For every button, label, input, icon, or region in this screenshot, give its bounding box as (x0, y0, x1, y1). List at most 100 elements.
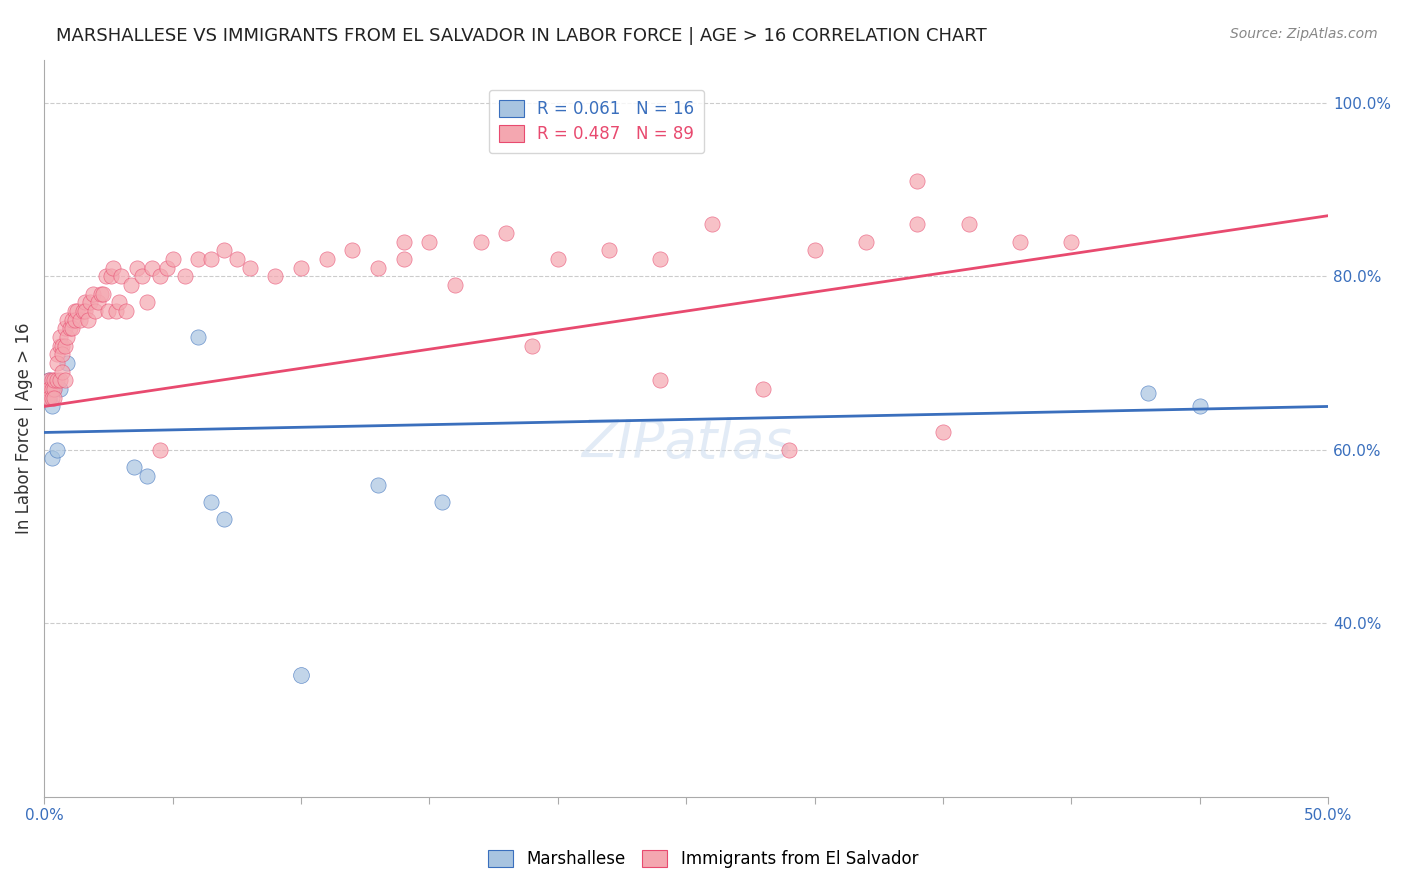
Point (94, 269, 117, 284)
Text: Source: ZipAtlas.com: Source: ZipAtlas.com (1230, 27, 1378, 41)
Point (187, 252, 209, 266)
Point (44, 382, 66, 396)
Point (66, 304, 89, 318)
Point (69, 312, 91, 326)
Point (778, 442, 800, 457)
Point (131, 269, 153, 284)
Point (650, 374, 672, 388)
Text: ZIPatlas: ZIPatlas (581, 417, 792, 469)
Point (905, 218, 928, 232)
Point (90, 286, 112, 301)
Y-axis label: In Labor Force | Age > 16: In Labor Force | Age > 16 (15, 322, 32, 534)
Point (187, 330, 209, 344)
Point (141, 260, 163, 275)
Point (200, 252, 222, 266)
Point (38, 391, 60, 405)
Point (120, 278, 142, 293)
Point (1008, 235, 1031, 249)
Point (115, 304, 138, 318)
Point (79, 295, 101, 310)
Legend: Marshallese, Immigrants from El Salvador: Marshallese, Immigrants from El Salvador (481, 843, 925, 875)
Point (91, 286, 114, 301)
Point (41, 451, 63, 466)
Point (41, 374, 63, 388)
Point (905, 174, 928, 188)
Point (103, 260, 125, 275)
Point (367, 260, 389, 275)
Point (392, 235, 415, 249)
Point (444, 278, 467, 293)
Point (225, 252, 247, 266)
Point (932, 425, 955, 440)
Point (63, 304, 86, 318)
Point (53, 339, 76, 353)
Point (48, 374, 70, 388)
Point (803, 244, 825, 258)
Point (97, 304, 120, 318)
Point (855, 235, 877, 249)
Point (41, 391, 63, 405)
Legend: R = 0.061   N = 16, R = 0.487   N = 89: R = 0.061 N = 16, R = 0.487 N = 89 (488, 90, 704, 153)
Point (392, 252, 415, 266)
Point (752, 382, 775, 396)
Point (149, 442, 172, 457)
Point (38, 374, 60, 388)
Point (82, 286, 104, 301)
Point (212, 244, 235, 258)
Point (41, 382, 63, 396)
Point (48, 339, 70, 353)
Point (430, 495, 453, 509)
Point (38, 391, 60, 405)
Point (75, 304, 97, 318)
Point (125, 260, 148, 275)
Point (87, 295, 110, 310)
Point (46, 356, 69, 370)
Point (75, 295, 97, 310)
Point (264, 269, 287, 284)
Point (495, 226, 517, 240)
Point (470, 235, 492, 249)
Point (149, 269, 172, 284)
Point (56, 330, 79, 344)
Point (100, 269, 122, 284)
Point (46, 442, 69, 457)
Point (174, 269, 197, 284)
Point (72, 304, 94, 318)
Point (46, 347, 69, 361)
Point (367, 477, 389, 491)
Point (107, 295, 129, 310)
Point (48, 330, 70, 344)
Point (51, 365, 73, 379)
Point (315, 252, 337, 266)
Point (44, 382, 66, 396)
Point (48, 382, 70, 396)
Point (212, 512, 235, 526)
Point (162, 252, 184, 266)
Point (46, 374, 69, 388)
Point (110, 269, 132, 284)
Point (53, 321, 76, 335)
Point (547, 252, 569, 266)
Point (59, 321, 82, 335)
Point (290, 260, 312, 275)
Point (41, 400, 63, 414)
Point (38, 382, 60, 396)
Point (56, 312, 79, 326)
Point (238, 260, 260, 275)
Point (76, 312, 98, 326)
Point (60, 312, 83, 326)
Point (38, 374, 60, 388)
Point (156, 260, 179, 275)
Point (84, 304, 107, 318)
Point (122, 460, 145, 475)
Point (44, 374, 66, 388)
Point (700, 218, 723, 232)
Point (105, 304, 128, 318)
Point (38, 382, 60, 396)
Point (51, 339, 73, 353)
Text: MARSHALLESE VS IMMIGRANTS FROM EL SALVADOR IN LABOR FORCE | AGE > 16 CORRELATION: MARSHALLESE VS IMMIGRANTS FROM EL SALVAD… (56, 27, 987, 45)
Point (63, 312, 86, 326)
Point (1137, 386, 1160, 401)
Point (135, 295, 157, 310)
Point (60, 321, 83, 335)
